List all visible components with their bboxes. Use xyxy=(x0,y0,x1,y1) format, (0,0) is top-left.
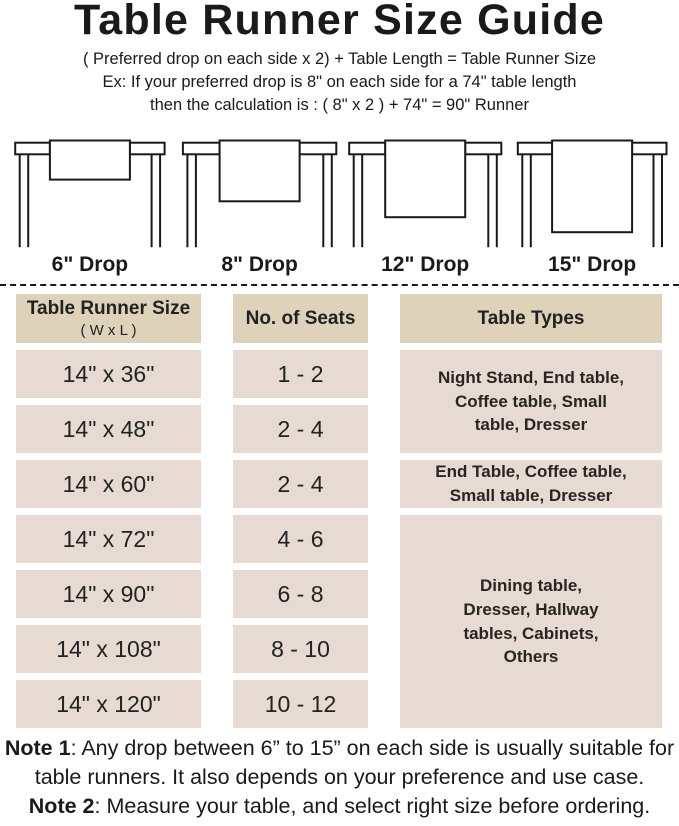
svg-text:12" Drop: 12" Drop xyxy=(381,253,469,276)
svg-text:6" Drop: 6" Drop xyxy=(52,253,128,276)
svg-text:15" Drop: 15" Drop xyxy=(548,253,636,276)
svg-text:8" Drop: 8" Drop xyxy=(221,253,297,276)
